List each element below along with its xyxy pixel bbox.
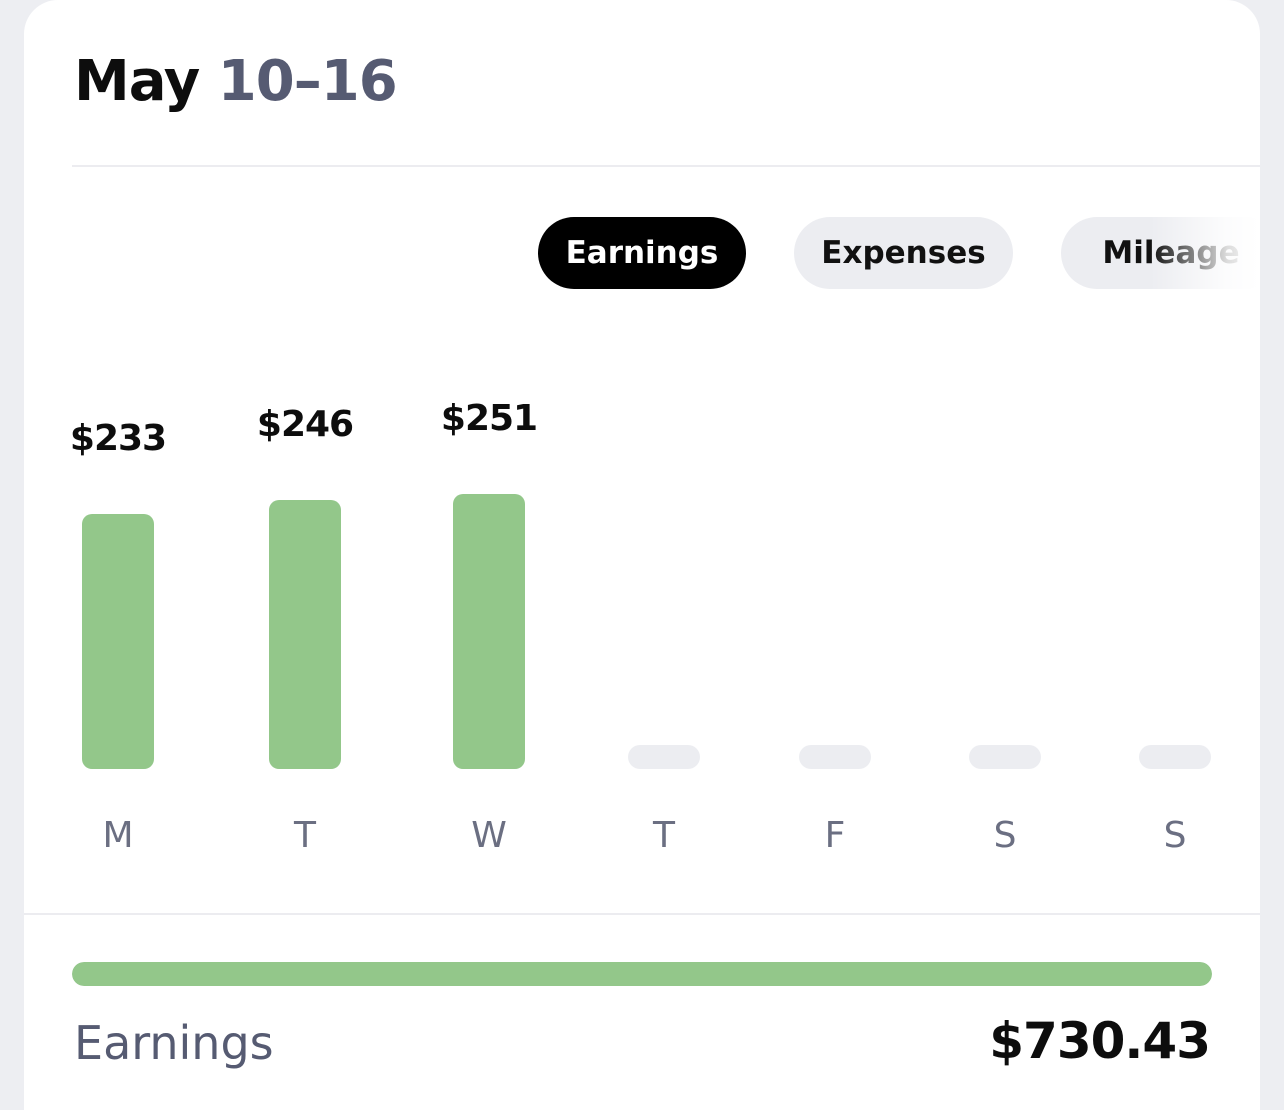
chart-bar[interactable] [82, 514, 154, 769]
bar-value-label: $251 [440, 398, 538, 439]
chart-bar[interactable] [453, 494, 525, 769]
day-label: S [1163, 815, 1187, 856]
earnings-progress-fill [72, 962, 1212, 986]
day-label: W [471, 815, 507, 856]
summary-total: $730.43 [989, 1012, 1211, 1070]
page-title: May 10–16 [74, 49, 398, 114]
day-label: S [993, 815, 1017, 856]
title-month: May [74, 49, 200, 114]
bar-value-label: $246 [256, 404, 354, 445]
title-date-range: 10–16 [217, 49, 398, 114]
tab-expenses[interactable]: Expenses [794, 217, 1013, 289]
day-label: T [653, 815, 675, 856]
chart-bar-empty [1139, 745, 1211, 769]
divider [24, 913, 1260, 915]
tab-earnings[interactable]: Earnings [538, 217, 746, 289]
day-label: M [102, 815, 134, 856]
day-label: T [294, 815, 316, 856]
chart-bar-empty [799, 745, 871, 769]
chart-bar-empty [628, 745, 700, 769]
weekly-earnings-card: May 10–16 Earnings Expenses Mileage $233… [24, 0, 1260, 1110]
summary-label: Earnings [74, 1016, 274, 1070]
chart-bar[interactable] [269, 500, 341, 769]
earnings-progress-bar [72, 962, 1212, 986]
bar-value-label: $233 [69, 418, 167, 459]
tab-mileage[interactable]: Mileage [1061, 217, 1260, 289]
day-label: F [824, 815, 846, 856]
chart-bar-empty [969, 745, 1041, 769]
divider [72, 165, 1260, 167]
